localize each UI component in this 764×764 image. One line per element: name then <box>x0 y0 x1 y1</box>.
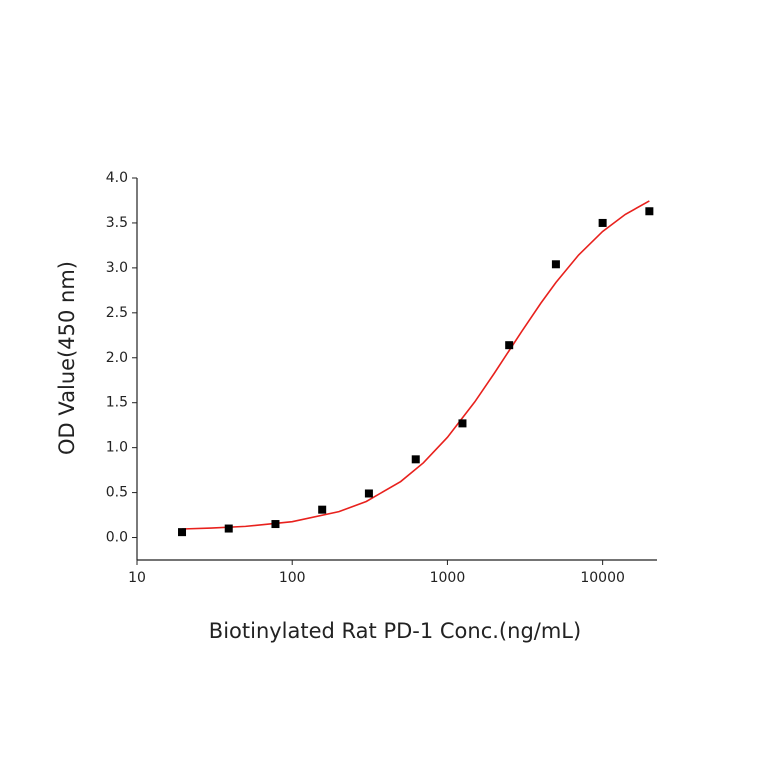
y-tick-label: 0.0 <box>106 530 128 546</box>
y-tick-label: 1.0 <box>106 440 128 456</box>
fit-line <box>181 200 650 530</box>
data-point <box>178 528 187 537</box>
x-tick-label: 1000 <box>430 570 466 586</box>
data-point <box>224 524 233 533</box>
data-point <box>505 341 514 350</box>
y-tick-label: 2.5 <box>106 305 128 321</box>
data-point <box>645 207 654 216</box>
x-tick-label: 10 <box>128 570 146 586</box>
data-point <box>364 489 373 498</box>
x-tick-label: 10000 <box>580 570 625 586</box>
y-tick-label: 4.0 <box>106 170 128 186</box>
x-axis-title: Biotinylated Rat PD-1 Conc.(ng/mL) <box>209 619 581 643</box>
y-tick-label: 0.5 <box>106 485 128 501</box>
data-point <box>411 455 420 464</box>
y-tick-label: 2.0 <box>106 350 128 366</box>
y-tick-label: 3.5 <box>106 215 128 231</box>
y-tick-label: 1.5 <box>106 395 128 411</box>
data-point <box>458 419 467 428</box>
y-axis-title: OD Value(450 nm) <box>55 261 79 455</box>
x-tick-label: 100 <box>279 570 306 586</box>
data-point <box>551 260 560 269</box>
y-tick-label: 3.0 <box>106 260 128 276</box>
data-point <box>318 505 327 514</box>
data-point <box>271 520 280 529</box>
data-point <box>598 218 607 227</box>
